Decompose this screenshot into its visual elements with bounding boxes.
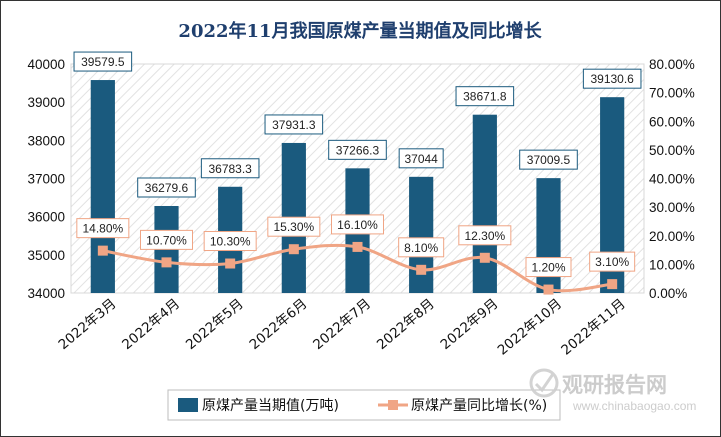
bar-data-label: 38671.8 xyxy=(463,90,507,104)
line-data-label: 15.30% xyxy=(273,220,314,234)
y-right-axis: 0.00% 10.00% 20.00% 30.00% 40.00% 50.00% 60.00… xyxy=(649,57,695,301)
line-point xyxy=(161,257,172,268)
bar-data-label-box xyxy=(455,86,515,107)
bar-data-label-box xyxy=(398,148,444,169)
bar-data-label: 37009.5 xyxy=(527,153,571,167)
line-data-label-box xyxy=(458,225,512,246)
bar-data-label-box xyxy=(582,68,642,89)
watermark-text: 观研报告网 xyxy=(562,373,667,397)
line-data-label-box xyxy=(589,251,636,272)
watermark-logo-icon xyxy=(529,368,559,398)
line-data-label: 8.10% xyxy=(404,241,438,255)
line-point xyxy=(543,284,554,295)
y-right-tick-label: 50.00% xyxy=(649,143,695,158)
watermark: 观研报告网 www.chinabaogao.com xyxy=(529,368,696,413)
line-data-label-box xyxy=(140,229,193,250)
line-data-label-box xyxy=(267,216,321,237)
legend: 原煤产量当期值(万吨) 原煤产量同比增长(%) xyxy=(167,389,561,421)
bar xyxy=(472,114,497,294)
y-left-tick-label: 35000 xyxy=(27,248,65,263)
line-data-label: 10.30% xyxy=(210,235,251,249)
line-data-label: 12.30% xyxy=(464,229,505,243)
bar-data-label: 37266.3 xyxy=(336,143,380,157)
y-left-tick-label: 34000 xyxy=(27,286,65,301)
line-data-label-box xyxy=(398,237,445,258)
line-point xyxy=(479,252,490,263)
line-point xyxy=(416,264,427,275)
legend-box xyxy=(167,389,561,421)
y-right-tick-label: 80.00% xyxy=(649,57,695,72)
y-left-tick-label: 39000 xyxy=(27,95,65,110)
line-point xyxy=(97,245,108,256)
bar-data-label-box xyxy=(519,149,578,170)
line-data-label: 10.70% xyxy=(146,233,187,247)
watermark-logo-tick-icon xyxy=(534,373,555,393)
bar-data-label-box xyxy=(73,51,133,72)
bar-data-label: 39579.5 xyxy=(81,55,125,69)
line-point xyxy=(225,258,236,269)
line-data-label-box xyxy=(76,218,130,239)
line-point xyxy=(288,244,299,255)
y-right-tick-label: 10.00% xyxy=(649,257,695,272)
line-series: 14.80% 10.70% 10.30% 15.30% 16.10% 8.10% 12.30… xyxy=(76,214,636,295)
y-right-tick-label: 30.00% xyxy=(649,200,695,215)
line-data-label: 16.10% xyxy=(337,218,378,232)
bar-data-label-box xyxy=(328,139,387,160)
chart-title: 2022年11月我国原煤产量当期值及同比增长 xyxy=(178,20,542,42)
bar-data-label-box xyxy=(200,158,260,179)
y-left-tick-label: 38000 xyxy=(27,133,65,148)
line-data-label: 1.20% xyxy=(531,261,565,275)
y-right-tick-label: 20.00% xyxy=(649,229,695,244)
line-data-label-box xyxy=(203,231,257,252)
y-right-tick-label: 60.00% xyxy=(649,114,695,129)
legend-line-label: 原煤产量同比增长(%) xyxy=(411,398,547,414)
y-left-tick-label: 37000 xyxy=(27,172,65,187)
legend-line-marker xyxy=(388,400,398,410)
legend-bar-swatch xyxy=(178,398,198,412)
bar-data-label: 36279.6 xyxy=(145,181,189,195)
y-right-tick-label: 0.00% xyxy=(649,286,687,301)
bar xyxy=(90,80,115,294)
legend-bar-label: 原煤产量当期值(万吨) xyxy=(202,398,339,414)
bar-data-label: 39130.6 xyxy=(590,72,634,86)
bar-data-label-box xyxy=(137,177,196,198)
y-left-tick-label: 40000 xyxy=(27,57,65,72)
y-right-tick-label: 40.00% xyxy=(649,172,695,187)
bar-data-label: 37931.3 xyxy=(272,118,316,132)
line-data-label: 14.80% xyxy=(82,222,123,236)
line-point xyxy=(607,279,618,290)
bar-data-label-box xyxy=(264,114,324,135)
bar-data-label: 37044 xyxy=(404,152,438,166)
y-right-tick-label: 70.00% xyxy=(649,86,695,101)
line-data-label: 3.10% xyxy=(595,255,629,269)
bar-data-label: 36783.3 xyxy=(208,162,252,176)
line-point xyxy=(352,241,363,252)
y-left-axis: 34000 35000 36000 37000 38000 39000 40000 xyxy=(27,57,65,301)
line-data-label-box xyxy=(525,257,572,278)
line-data-label-box xyxy=(331,214,384,235)
bar xyxy=(409,176,434,293)
watermark-url: www.chinabaogao.com xyxy=(572,399,696,413)
y-left-tick-label: 36000 xyxy=(27,210,65,225)
